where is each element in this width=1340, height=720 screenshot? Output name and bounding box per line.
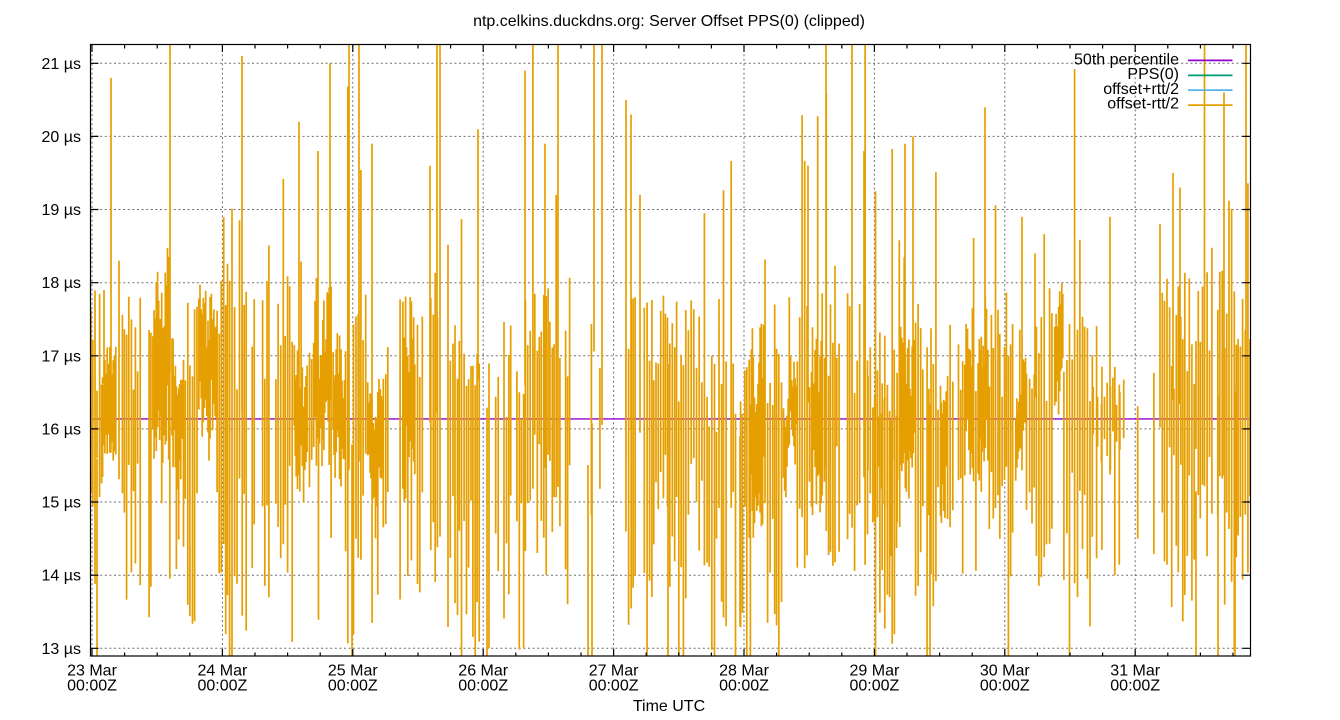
svg-text:00:00Z: 00:00Z bbox=[1110, 678, 1160, 695]
svg-text:15 µs: 15 µs bbox=[42, 495, 81, 512]
svg-text:21 µs: 21 µs bbox=[42, 56, 81, 73]
svg-text:28 Mar: 28 Mar bbox=[719, 663, 769, 680]
svg-text:ntp.celkins.duckdns.org: Serve: ntp.celkins.duckdns.org: Server Offset P… bbox=[473, 13, 865, 30]
svg-text:13 µs: 13 µs bbox=[42, 641, 81, 658]
svg-text:26 Mar: 26 Mar bbox=[458, 663, 508, 680]
svg-text:00:00Z: 00:00Z bbox=[980, 678, 1030, 695]
svg-text:offset+rtt/2: offset+rtt/2 bbox=[1103, 81, 1179, 98]
svg-text:18 µs: 18 µs bbox=[42, 275, 81, 292]
svg-text:00:00Z: 00:00Z bbox=[849, 678, 899, 695]
svg-text:50th percentile: 50th percentile bbox=[1074, 52, 1179, 69]
svg-text:00:00Z: 00:00Z bbox=[589, 678, 639, 695]
svg-text:14 µs: 14 µs bbox=[42, 568, 81, 585]
svg-text:00:00Z: 00:00Z bbox=[458, 678, 508, 695]
svg-text:16 µs: 16 µs bbox=[42, 421, 81, 438]
svg-text:27 Mar: 27 Mar bbox=[589, 663, 639, 680]
svg-text:31 Mar: 31 Mar bbox=[1110, 663, 1160, 680]
svg-text:offset-rtt/2: offset-rtt/2 bbox=[1107, 96, 1179, 113]
svg-text:00:00Z: 00:00Z bbox=[719, 678, 769, 695]
svg-text:Time UTC: Time UTC bbox=[633, 698, 705, 715]
svg-text:20 µs: 20 µs bbox=[42, 129, 81, 146]
svg-text:17 µs: 17 µs bbox=[42, 348, 81, 365]
svg-text:00:00Z: 00:00Z bbox=[328, 678, 378, 695]
svg-text:19 µs: 19 µs bbox=[42, 202, 81, 219]
svg-text:29 Mar: 29 Mar bbox=[850, 663, 900, 680]
svg-text:00:00Z: 00:00Z bbox=[197, 678, 247, 695]
svg-text:00:00Z: 00:00Z bbox=[67, 678, 117, 695]
svg-text:25 Mar: 25 Mar bbox=[328, 663, 378, 680]
svg-text:PPS(0): PPS(0) bbox=[1127, 66, 1179, 83]
svg-text:24 Mar: 24 Mar bbox=[198, 663, 248, 680]
svg-text:23 Mar: 23 Mar bbox=[67, 663, 117, 680]
svg-text:30 Mar: 30 Mar bbox=[980, 663, 1030, 680]
